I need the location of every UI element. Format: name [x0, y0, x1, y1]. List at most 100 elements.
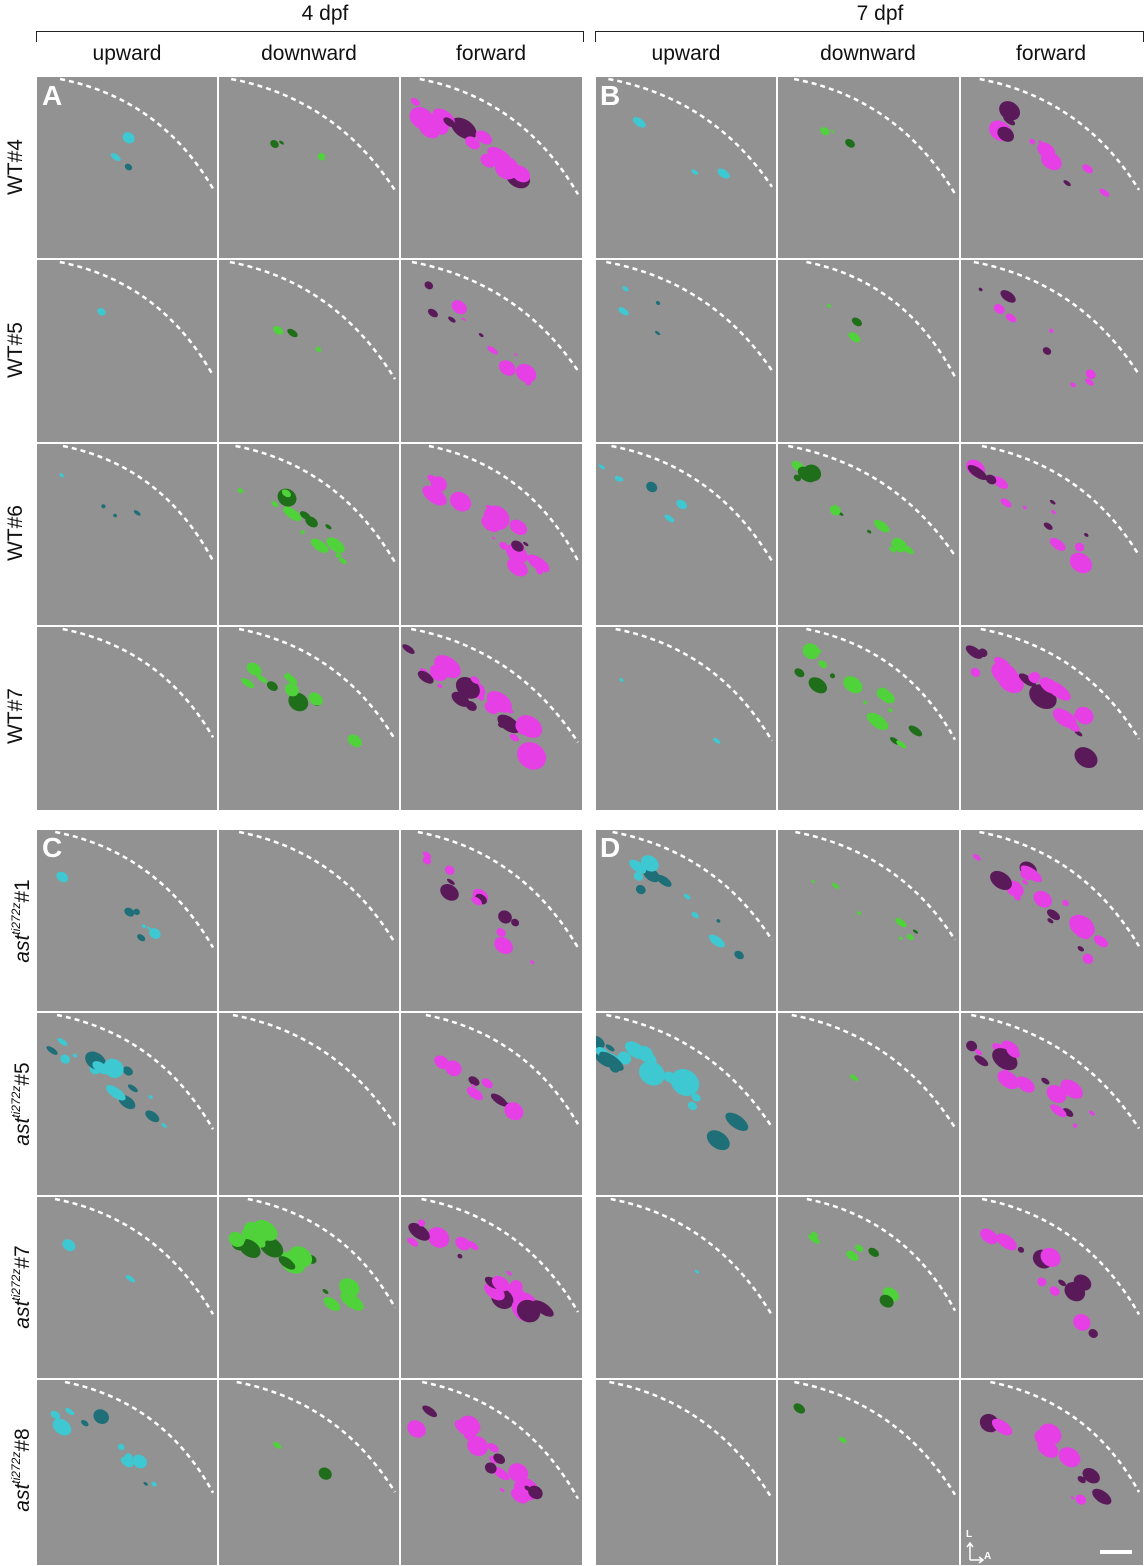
signal-blob — [516, 1299, 541, 1323]
signal-blob — [873, 519, 890, 533]
image-panel-downward — [219, 1380, 399, 1565]
signal-blob — [912, 929, 919, 934]
boundary-dashed-line — [247, 1197, 397, 1309]
signal-blob — [241, 677, 255, 689]
signal-blob — [1040, 1247, 1061, 1267]
signal-blob — [485, 504, 495, 512]
panel-drawing — [794, 627, 957, 749]
signal-blob — [1088, 1110, 1095, 1116]
signal-blob — [656, 874, 672, 887]
signal-blob — [999, 665, 1017, 682]
panel-drawing — [596, 1013, 774, 1151]
signal-blob — [1049, 499, 1056, 505]
boundary-dashed-line — [612, 830, 774, 941]
signal-blob — [716, 919, 721, 923]
signal-blob — [734, 950, 744, 960]
image-panel-upward — [596, 1380, 776, 1565]
image-panel-upward — [596, 444, 776, 625]
boundary-dashed-line — [981, 1197, 1141, 1316]
signal-blob — [101, 504, 106, 509]
signal-blob — [451, 300, 467, 315]
signal-blob — [300, 530, 305, 535]
signal-blob — [288, 692, 309, 712]
signal-blob — [1046, 1085, 1067, 1104]
panel-drawing — [62, 627, 215, 738]
signal-blob — [145, 1110, 160, 1123]
image-panel-downward — [219, 1197, 399, 1378]
stage-bracket-7dpf — [595, 31, 1144, 42]
signal-blob — [830, 129, 835, 133]
signal-blob — [1067, 721, 1080, 732]
signal-blob — [838, 1436, 847, 1444]
signal-blob — [1073, 1274, 1092, 1291]
signal-blob — [1077, 946, 1085, 952]
signal-blob — [451, 691, 470, 707]
orientation-label-a: A — [984, 1551, 992, 1562]
signal-blob — [484, 1462, 497, 1474]
signal-blob — [846, 1250, 859, 1261]
image-panel-forward — [401, 444, 582, 625]
row-label-ast7: astti272z#7 — [9, 1245, 34, 1329]
image-panel-downward — [219, 627, 399, 810]
image-panel-upward — [37, 77, 217, 258]
signal-blob — [843, 676, 863, 694]
signal-blob — [427, 474, 439, 485]
image-panel-downward — [778, 830, 959, 1011]
signal-blob — [239, 1239, 261, 1258]
signal-blob — [1063, 180, 1071, 187]
panel-drawing — [50, 1380, 215, 1494]
signal-blob — [1032, 687, 1039, 694]
boundary-dashed-line — [236, 1380, 397, 1493]
signal-blob — [46, 1046, 58, 1055]
signal-blob — [148, 1095, 153, 1100]
signal-blob — [1085, 369, 1096, 380]
signal-blob — [691, 911, 699, 919]
signal-blob — [617, 1051, 632, 1065]
image-panel-forward — [401, 1380, 582, 1565]
image-panel-upward — [37, 1197, 217, 1378]
panel-drawing — [606, 260, 774, 372]
signal-blob — [967, 464, 988, 481]
signal-blob — [125, 1275, 136, 1283]
signal-blob — [725, 1112, 749, 1132]
signal-blob — [122, 1066, 133, 1076]
image-panel-forward — [961, 1197, 1143, 1378]
signal-blob — [407, 1420, 426, 1438]
signal-blob — [664, 514, 675, 523]
boundary-dashed-line — [62, 444, 215, 562]
image-panel-upward — [596, 830, 776, 1011]
panel-drawing — [615, 627, 774, 744]
signal-blob — [326, 537, 345, 553]
signal-blob — [437, 683, 443, 689]
signal-blob — [62, 1239, 76, 1252]
panel-letter-b: B — [600, 80, 621, 111]
signal-blob — [708, 934, 725, 948]
signal-blob — [895, 918, 907, 928]
signal-blob — [410, 97, 420, 106]
boundary-dashed-line — [606, 260, 774, 372]
boundary-dashed-line — [54, 1197, 215, 1315]
row-label-wt7: WT#7 — [4, 688, 27, 745]
boundary-dashed-line — [62, 627, 215, 738]
signal-blob — [124, 1453, 133, 1462]
boundary-dashed-line — [421, 1380, 580, 1500]
signal-blob — [427, 1227, 450, 1248]
signal-blob — [422, 851, 432, 859]
signal-blob — [56, 871, 69, 883]
signal-blob — [1028, 673, 1040, 684]
signal-blob — [494, 936, 513, 955]
signal-blob — [487, 1443, 499, 1453]
boundary-dashed-line — [788, 444, 957, 557]
boundary-dashed-line — [806, 1197, 957, 1312]
signal-blob — [867, 529, 872, 534]
stage-bracket-4dpf — [36, 31, 584, 42]
signal-blob — [253, 1219, 278, 1241]
image-panel-forward — [961, 830, 1143, 1011]
signal-blob — [65, 1407, 75, 1416]
signal-blob — [888, 708, 893, 713]
boundary-dashed-line — [64, 1380, 215, 1494]
signal-blob — [863, 700, 868, 705]
signal-blob — [133, 908, 140, 916]
panel-drawing — [980, 1197, 1141, 1339]
signal-blob — [455, 1236, 471, 1251]
